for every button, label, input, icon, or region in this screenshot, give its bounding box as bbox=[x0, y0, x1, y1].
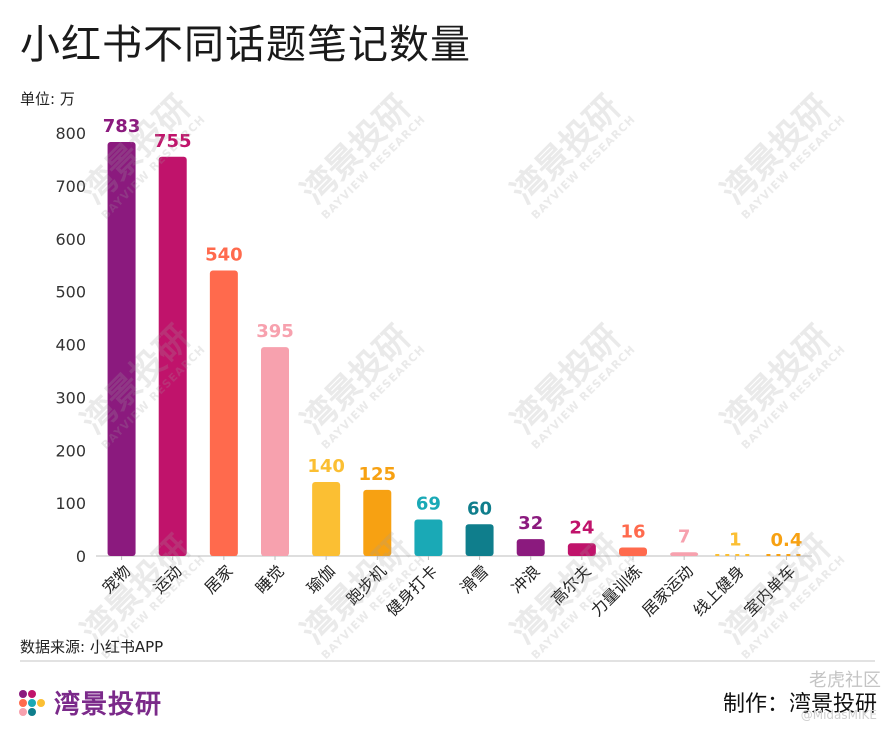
bar-chart: 0 100 200 300 400 500 600 700 800 783 宠物 755 运动 540 居家… bbox=[55, 116, 812, 620]
value-label-居家: 540 bbox=[205, 244, 243, 265]
x-category-label-力量训练: 力量训练 bbox=[587, 561, 646, 620]
y-tick-label: 0 bbox=[76, 547, 86, 566]
y-tick-label: 600 bbox=[55, 230, 86, 249]
x-category-label-运动: 运动 bbox=[149, 561, 185, 597]
credit-line: 制作：湾景投研 bbox=[722, 692, 877, 717]
x-category-label-居家运动: 居家运动 bbox=[638, 561, 697, 620]
y-tick-label: 800 bbox=[55, 124, 86, 143]
bar-跑步机 bbox=[363, 489, 392, 556]
bar-居家 bbox=[209, 270, 238, 556]
corner-watermark: 老虎社区 bbox=[809, 670, 881, 691]
y-tick-label: 700 bbox=[55, 177, 86, 196]
y-tick-label: 500 bbox=[55, 283, 86, 302]
value-label-高尔夫: 24 bbox=[569, 517, 594, 538]
value-label-睡觉: 395 bbox=[256, 321, 294, 342]
y-tick-label: 200 bbox=[55, 441, 86, 460]
value-label-瑜伽: 140 bbox=[307, 456, 345, 477]
x-category-label-滑雪: 滑雪 bbox=[456, 561, 492, 597]
bar-力量训练 bbox=[619, 547, 647, 556]
bar-睡觉 bbox=[261, 347, 289, 556]
bar-健身打卡 bbox=[414, 519, 443, 556]
bar-滑雪 bbox=[465, 524, 494, 556]
chart-title: 小红书不同话题笔记数量 bbox=[20, 22, 471, 68]
value-label-宠物: 783 bbox=[103, 116, 141, 137]
y-tick-label: 400 bbox=[55, 336, 86, 355]
x-category-label-室内单车: 室内单车 bbox=[741, 561, 800, 620]
x-category-label-瑜伽: 瑜伽 bbox=[303, 561, 339, 597]
bar-居家运动 bbox=[670, 552, 699, 556]
y-tick-label: 100 bbox=[55, 494, 86, 513]
value-label-冲浪: 32 bbox=[518, 513, 543, 534]
bar-瑜伽 bbox=[312, 481, 341, 556]
x-category-label-跑步机: 跑步机 bbox=[343, 561, 390, 608]
value-label-滑雪: 60 bbox=[467, 498, 492, 519]
bar-运动 bbox=[158, 156, 187, 556]
brand-logo: 湾景投研 bbox=[18, 684, 162, 721]
divider bbox=[20, 660, 875, 662]
bar-高尔夫 bbox=[567, 543, 596, 556]
value-label-力量训练: 16 bbox=[620, 522, 645, 543]
y-tick-label: 300 bbox=[55, 388, 86, 407]
brand-logo-icon bbox=[19, 689, 45, 716]
brand-name: 湾景投研 bbox=[54, 690, 163, 720]
x-category-label-健身打卡: 健身打卡 bbox=[383, 561, 442, 620]
x-category-label-冲浪: 冲浪 bbox=[507, 561, 543, 597]
y-unit-label: 单位: 万 bbox=[20, 90, 75, 108]
x-category-label-居家: 居家 bbox=[201, 561, 237, 597]
corner-handle: @MidasMIKE bbox=[800, 708, 877, 722]
value-label-运动: 755 bbox=[154, 131, 192, 152]
value-label-居家运动: 7 bbox=[678, 526, 691, 547]
value-label-室内单车: 0.4 bbox=[770, 530, 802, 551]
value-label-线上健身: 1 bbox=[729, 529, 742, 550]
x-category-label-高尔夫: 高尔夫 bbox=[547, 561, 594, 608]
bar-宠物 bbox=[107, 141, 136, 556]
value-label-健身打卡: 69 bbox=[416, 494, 441, 515]
x-category-label-睡觉: 睡觉 bbox=[252, 561, 288, 597]
x-category-label-线上健身: 线上健身 bbox=[689, 561, 748, 620]
bar-冲浪 bbox=[516, 539, 545, 556]
source-note: 数据来源: 小红书APP bbox=[20, 638, 164, 656]
x-category-label-宠物: 宠物 bbox=[98, 561, 134, 597]
value-label-跑步机: 125 bbox=[358, 464, 396, 485]
